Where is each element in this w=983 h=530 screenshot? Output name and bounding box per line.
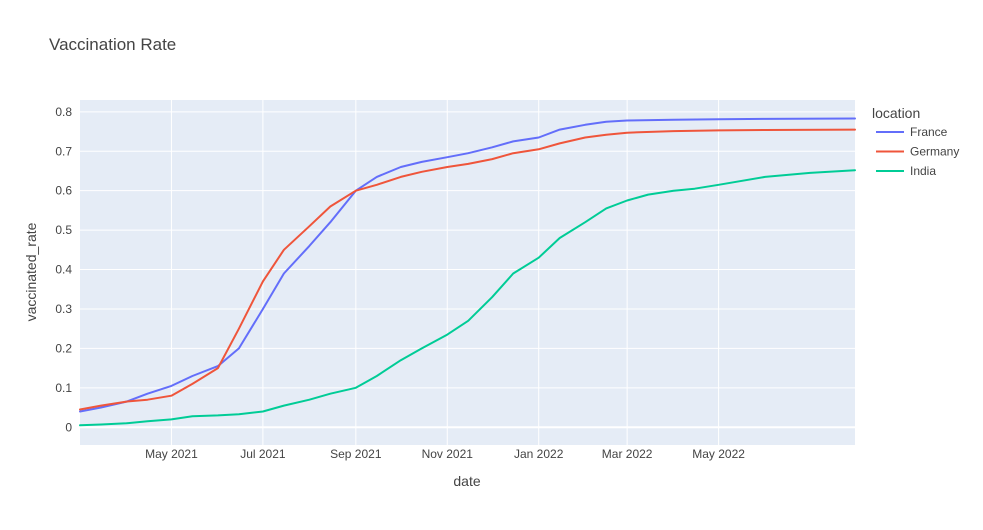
y-tick-label: 0.5 [55, 223, 72, 237]
y-tick-label: 0.6 [55, 184, 72, 198]
chart-title: Vaccination Rate [49, 35, 176, 54]
y-tick-labels: 0 0.1 0.2 0.3 0.4 0.5 0.6 0.7 0.8 [55, 105, 72, 434]
y-tick-label: 0 [65, 420, 72, 434]
legend-label: Germany [910, 145, 959, 159]
y-tick-label: 0.2 [55, 341, 72, 355]
legend-label: India [910, 164, 936, 178]
x-tick-labels: May 2021 Jul 2021 Sep 2021 Nov 2021 Jan 2022… [145, 447, 745, 461]
series-line-france[interactable] [79, 117, 856, 413]
grid [80, 100, 855, 445]
series-line-india[interactable] [79, 169, 856, 427]
legend-label: France [910, 125, 948, 139]
legend-item-france[interactable]: France [876, 125, 948, 139]
y-tick-label: 0.1 [55, 381, 72, 395]
series-line-germany[interactable] [79, 128, 856, 411]
x-tick-label: May 2022 [692, 447, 745, 461]
x-tick-label: Sep 2021 [330, 447, 382, 461]
x-tick-label: Mar 2022 [602, 447, 653, 461]
x-tick-label: Nov 2021 [422, 447, 474, 461]
legend-title: location [872, 105, 920, 121]
y-axis-title: vaccinated_rate [23, 222, 39, 321]
y-tick-label: 0.3 [55, 302, 72, 316]
y-tick-label: 0.4 [55, 263, 72, 277]
y-tick-label: 0.8 [55, 105, 72, 119]
legend-item-germany[interactable]: Germany [876, 145, 959, 159]
series-lines [79, 117, 856, 427]
y-tick-label: 0.7 [55, 144, 72, 158]
x-tick-label: Jan 2022 [514, 447, 564, 461]
legend-item-india[interactable]: India [876, 164, 936, 178]
legend[interactable]: location France Germany India [872, 105, 959, 178]
x-tick-label: Jul 2021 [240, 447, 286, 461]
x-tick-label: May 2021 [145, 447, 198, 461]
x-axis-title: date [453, 473, 480, 489]
